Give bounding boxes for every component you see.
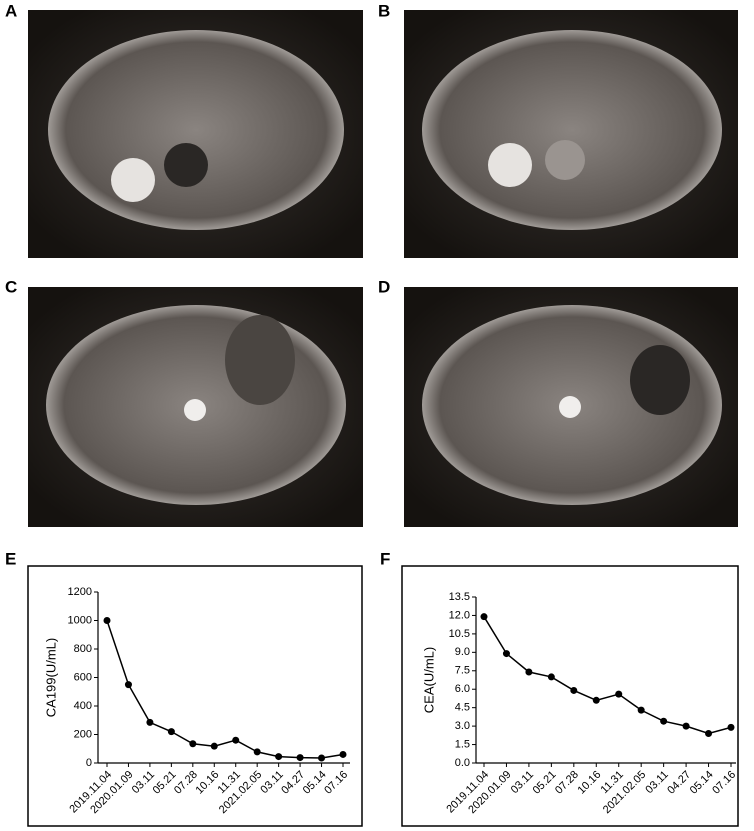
data-point: [660, 717, 668, 725]
data-point: [146, 718, 154, 726]
data-point: [253, 748, 261, 756]
y-tick-label: 0.0: [455, 757, 470, 769]
y-tick-label: 200: [74, 728, 92, 740]
y-axis-title: CEA(U/mL): [421, 647, 436, 713]
x-tick-label: 05.21: [531, 769, 559, 797]
y-tick-label: 7.5: [455, 665, 470, 677]
y-tick-label: 800: [74, 643, 92, 655]
y-tick-label: 4.5: [455, 702, 470, 714]
panel-label: B: [378, 1, 390, 20]
panel-label: D: [378, 277, 390, 296]
mri-b: [404, 10, 738, 258]
series-line: [483, 616, 732, 735]
x-tick-label: 03.11: [643, 769, 670, 796]
data-point: [480, 613, 488, 621]
data-point: [339, 750, 347, 758]
series-line: [106, 620, 344, 759]
y-tick-label: 9.0: [455, 646, 470, 658]
y-tick-label: 1200: [68, 586, 92, 598]
y-tick-label: 600: [74, 671, 92, 683]
x-tick-label: 07.16: [710, 769, 738, 797]
data-point: [167, 728, 175, 736]
data-point: [592, 696, 600, 704]
data-point: [124, 681, 132, 689]
mri-d: [404, 287, 738, 527]
data-point: [275, 753, 283, 761]
panel-label: C: [5, 277, 17, 296]
data-point: [682, 722, 690, 730]
x-tick-label: 07.28: [172, 769, 200, 797]
data-point: [296, 754, 304, 762]
data-point: [502, 650, 510, 658]
data-point: [547, 673, 555, 681]
data-point: [705, 729, 713, 737]
panel-label: F: [380, 549, 390, 568]
y-tick-label: 13.5: [449, 591, 470, 603]
data-point: [232, 736, 240, 744]
y-tick-label: 12.0: [449, 609, 470, 621]
data-point: [570, 686, 578, 694]
x-tick-label: 05.14: [688, 769, 716, 797]
x-tick-label: 10.16: [575, 769, 603, 797]
y-tick-label: 3.0: [455, 720, 470, 732]
x-tick-label: 03.11: [130, 769, 157, 796]
mri-a: [28, 10, 363, 258]
mri-c: [28, 287, 363, 527]
data-point: [615, 690, 623, 698]
data-point: [318, 754, 326, 762]
data-point: [637, 706, 645, 714]
x-tick-label: 04.27: [279, 769, 307, 797]
data-point: [210, 742, 218, 750]
y-tick-label: 1.5: [455, 738, 470, 750]
y-tick-label: 6.0: [455, 683, 470, 695]
x-tick-label: 07.16: [322, 769, 350, 797]
y-tick-label: 400: [74, 700, 92, 712]
x-tick-label: 10.16: [193, 769, 221, 797]
data-point: [727, 723, 735, 731]
data-point: [103, 617, 111, 624]
x-tick-label: 05.14: [301, 769, 329, 797]
panel-frame: [401, 565, 739, 827]
panel-label: A: [5, 1, 17, 20]
y-tick-label: 0: [86, 757, 92, 769]
panel-frame: [27, 565, 363, 827]
panel-label: E: [5, 549, 16, 568]
x-tick-label: 03.11: [509, 769, 536, 796]
x-tick-label: 07.28: [553, 769, 581, 797]
x-tick-label: 05.21: [151, 769, 179, 797]
y-tick-label: 10.5: [449, 628, 470, 640]
y-axis-title: CA199(U/mL): [43, 638, 58, 717]
data-point: [189, 740, 197, 748]
x-tick-label: 03.11: [258, 769, 285, 796]
data-point: [525, 668, 533, 676]
x-tick-label: 04.27: [665, 769, 693, 797]
y-tick-label: 1000: [68, 614, 92, 626]
